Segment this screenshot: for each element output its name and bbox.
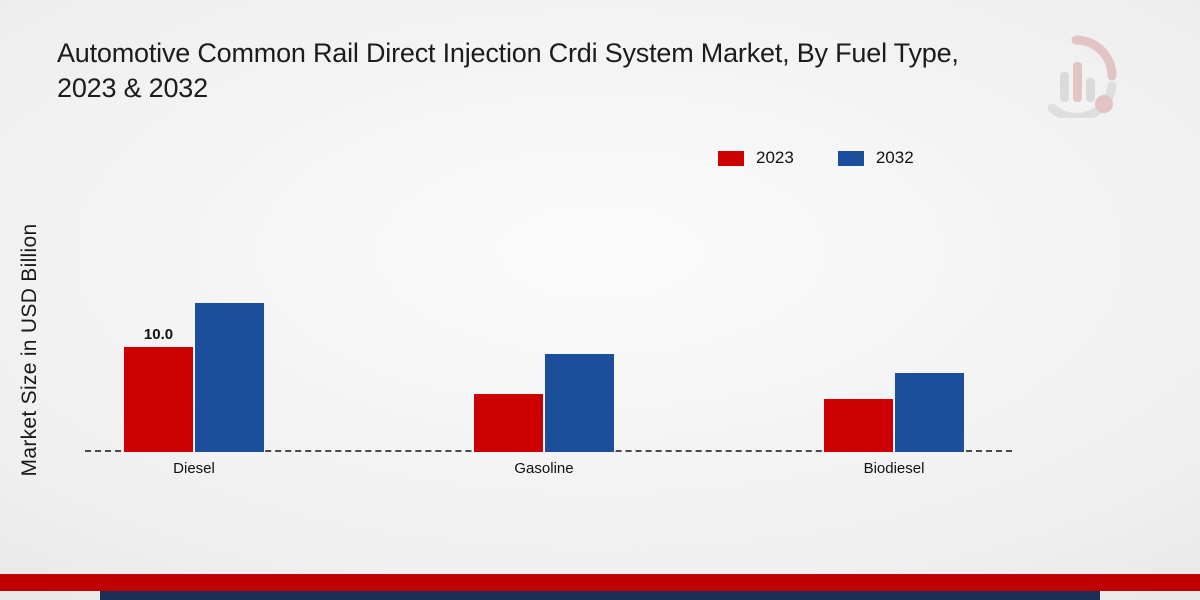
bar-2023-biodiesel (824, 399, 893, 452)
chart-title: Automotive Common Rail Direct Injection … (57, 38, 959, 103)
y-axis-title: Market Size in USD Billion (18, 223, 41, 477)
bar-2032-gasoline (545, 354, 614, 452)
legend-swatch-2023 (718, 150, 744, 166)
bar-2032-diesel (195, 303, 264, 452)
legend-item-2032: 2032 (837, 148, 914, 168)
bar-group-gasoline (474, 140, 614, 452)
x-tick-label-diesel: Diesel (173, 460, 215, 477)
x-tick-label-biodiesel: Biodiesel (863, 460, 925, 477)
bar-group-diesel: 10.0 (124, 140, 264, 452)
legend-swatch-2032 (837, 150, 864, 166)
legend-item-2023: 2023 (718, 148, 794, 168)
legend-label: 2023 (756, 148, 794, 167)
bar-2032-biodiesel (895, 373, 964, 452)
legend: 2023 2032 (718, 148, 914, 168)
bar-group-biodiesel (824, 140, 964, 452)
bar-2023-gasoline (474, 394, 543, 452)
bar-value-label: 10.0 (143, 326, 174, 343)
bar-2023-diesel (124, 347, 193, 452)
footer-red-strip (0, 574, 1200, 591)
footer-navy-strip (100, 591, 1100, 600)
x-tick-label-gasoline: Gasoline (514, 460, 574, 477)
company-logo-icon (1047, 35, 1117, 118)
legend-label: 2032 (875, 148, 914, 167)
y-axis-title-wrap: Market Size in USD Billion (15, 185, 45, 515)
plot-area: 10.0 Diesel Gasoline Biodiesel (85, 140, 1012, 477)
